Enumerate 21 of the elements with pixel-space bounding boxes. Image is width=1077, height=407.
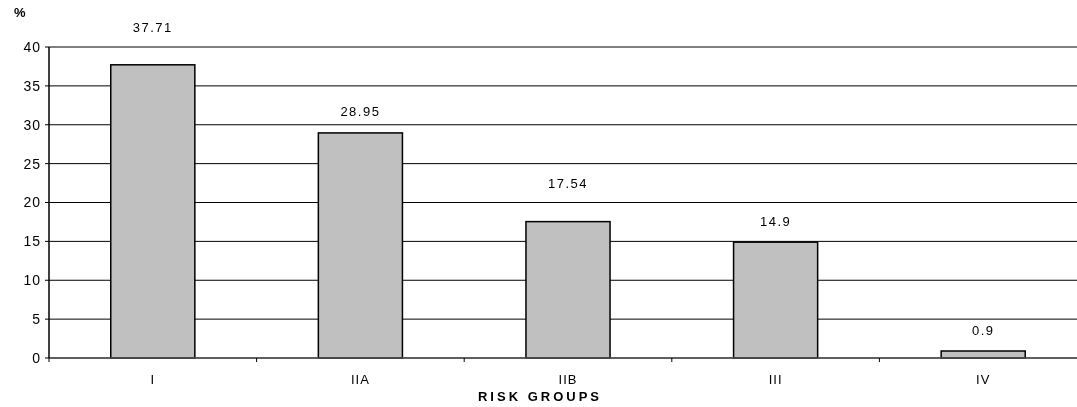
y-tick-label: 5 [32, 311, 41, 328]
data-label: 0.9 [971, 322, 995, 338]
y-tick-label: 20 [23, 194, 41, 211]
x-tick-label: IIA [350, 372, 370, 387]
y-tick-label: 15 [23, 233, 41, 250]
data-label: 37.71 [132, 20, 173, 36]
y-tick-label: 25 [23, 155, 41, 172]
data-label: 14.9 [759, 213, 792, 229]
y-tick-label: 35 [23, 77, 41, 94]
data-label: 17.54 [547, 175, 589, 191]
x-tick-label: III [768, 372, 783, 387]
x-tick-label: IIB [558, 372, 578, 387]
y-tick-label: 0 [32, 349, 41, 366]
x-axis-title: RISK GROUPS [477, 389, 603, 404]
data-label: 28.95 [340, 104, 381, 120]
x-tick-label: IV [976, 372, 991, 387]
y-axis-title: % [14, 5, 26, 20]
y-tick-label: 10 [23, 272, 41, 289]
y-tick-label: 40 [23, 38, 41, 55]
x-tick-label: I [150, 372, 156, 387]
y-tick-label: 30 [23, 116, 41, 133]
